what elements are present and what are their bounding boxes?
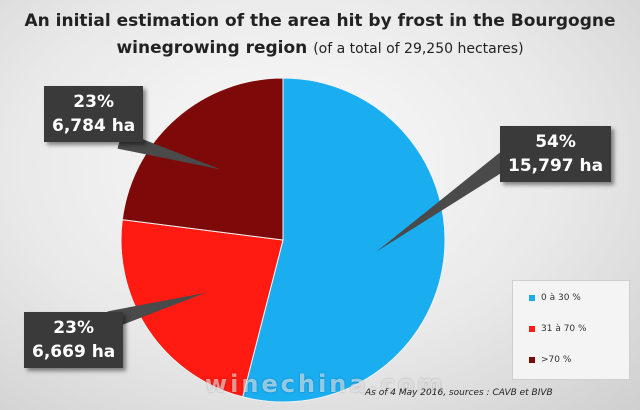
legend-label: >70 % <box>541 355 572 365</box>
pie-slice-31-70 <box>120 219 284 398</box>
pie-slice-0-30 <box>242 77 446 403</box>
source-note: As of 4 May 2016, sources : CAVB et BIVB <box>365 388 553 398</box>
chart-title-text: An initial estimation of the area hit by… <box>24 11 616 58</box>
callout-percent: 23% <box>73 92 114 112</box>
callout-pointer <box>376 152 511 252</box>
callout-area: 6,784 ha <box>52 116 136 136</box>
legend-swatch <box>529 326 535 332</box>
callout-pointer <box>117 131 221 170</box>
callout-slice-0-30: 54% 15,797 ha <box>500 126 612 182</box>
pie-slice-over-70 <box>121 77 284 241</box>
watermark: winechina.com <box>205 370 446 398</box>
legend-label: 31 à 70 % <box>541 324 587 334</box>
callout-slice-over-70: 23% 6,784 ha <box>44 86 144 142</box>
callout-area: 15,797 ha <box>508 156 604 176</box>
callout-pointers <box>107 131 511 329</box>
chart-subtitle: (of a total of 29,250 hectares) <box>313 41 524 57</box>
legend-item-0-30: 0 à 30 % <box>529 293 581 303</box>
callout-percent: 54% <box>535 132 576 152</box>
legend: 0 à 30 % 31 à 70 % >70 % <box>512 280 630 380</box>
legend-item-over-70: >70 % <box>529 355 571 365</box>
callout-area: 6,669 ha <box>32 342 116 362</box>
legend-label: 0 à 30 % <box>541 293 581 303</box>
chart-title: An initial estimation of the area hit by… <box>0 8 640 63</box>
callout-percent: 23% <box>53 318 94 338</box>
callout-slice-31-70: 23% 6,669 ha <box>24 312 124 368</box>
pie-slices <box>120 77 446 403</box>
legend-swatch <box>529 295 535 301</box>
callout-pointer <box>107 292 206 329</box>
legend-item-31-70: 31 à 70 % <box>529 324 587 334</box>
legend-swatch <box>529 357 535 363</box>
